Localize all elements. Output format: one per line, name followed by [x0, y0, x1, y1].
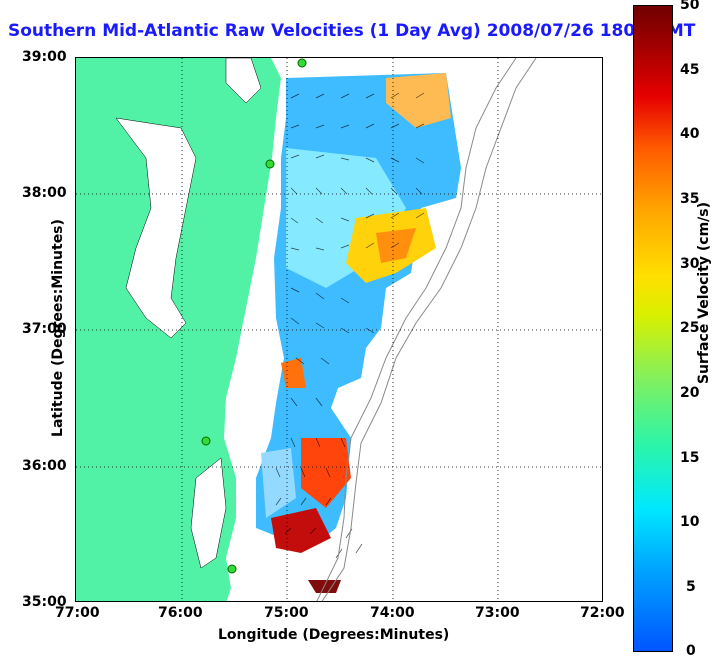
- pamlico-sound: [190, 457, 227, 569]
- velocity-map[interactable]: [75, 57, 603, 602]
- y-axis-label: Latitude (Degrees:Minutes): [50, 219, 66, 437]
- cbar-tick-40: 40: [680, 126, 700, 142]
- map-title: Southern Mid-Atlantic Raw Velocities (1 …: [8, 21, 696, 41]
- cbar-tick-15: 15: [680, 450, 700, 466]
- bathymetry-contours: [316, 58, 537, 601]
- grid-lines: [76, 58, 602, 601]
- cbar-tick-10: 10: [680, 514, 700, 530]
- xtick-3: 74:00: [370, 605, 415, 621]
- chesapeake-bay: [115, 117, 197, 339]
- cbar-tick-45: 45: [680, 62, 700, 78]
- xtick-5: 72:00: [580, 605, 625, 621]
- cbar-tick-35: 35: [680, 191, 700, 207]
- xtick-0: 77:00: [55, 605, 100, 621]
- cbar-tick-30: 30: [680, 256, 700, 272]
- xtick-1: 76:00: [158, 605, 203, 621]
- ytick-1: 38:00: [22, 185, 67, 201]
- velocity-field: [256, 73, 461, 593]
- colorbar-label: Surface Velocity (cm/s): [696, 201, 712, 385]
- ytick-3: 36:00: [22, 458, 67, 474]
- xtick-2: 75:00: [264, 605, 309, 621]
- cbar-tick-5: 5: [686, 579, 696, 595]
- radar-site-markers[interactable]: [201, 58, 307, 574]
- cbar-tick-50: 50: [680, 0, 700, 13]
- ytick-2: 37:00: [22, 321, 67, 337]
- cbar-tick-25: 25: [680, 320, 700, 336]
- colorbar: [633, 5, 673, 652]
- ytick-0: 39:00: [22, 49, 67, 65]
- cbar-tick-0: 0: [686, 643, 696, 659]
- cbar-tick-20: 20: [680, 385, 700, 401]
- delaware-bay: [225, 58, 262, 104]
- ytick-4: 35:00: [22, 594, 67, 610]
- xtick-4: 73:00: [475, 605, 520, 621]
- x-axis-label: Longitude (Degrees:Minutes): [218, 627, 450, 643]
- map-svg: [76, 58, 602, 601]
- velocity-arrows: [275, 92, 425, 559]
